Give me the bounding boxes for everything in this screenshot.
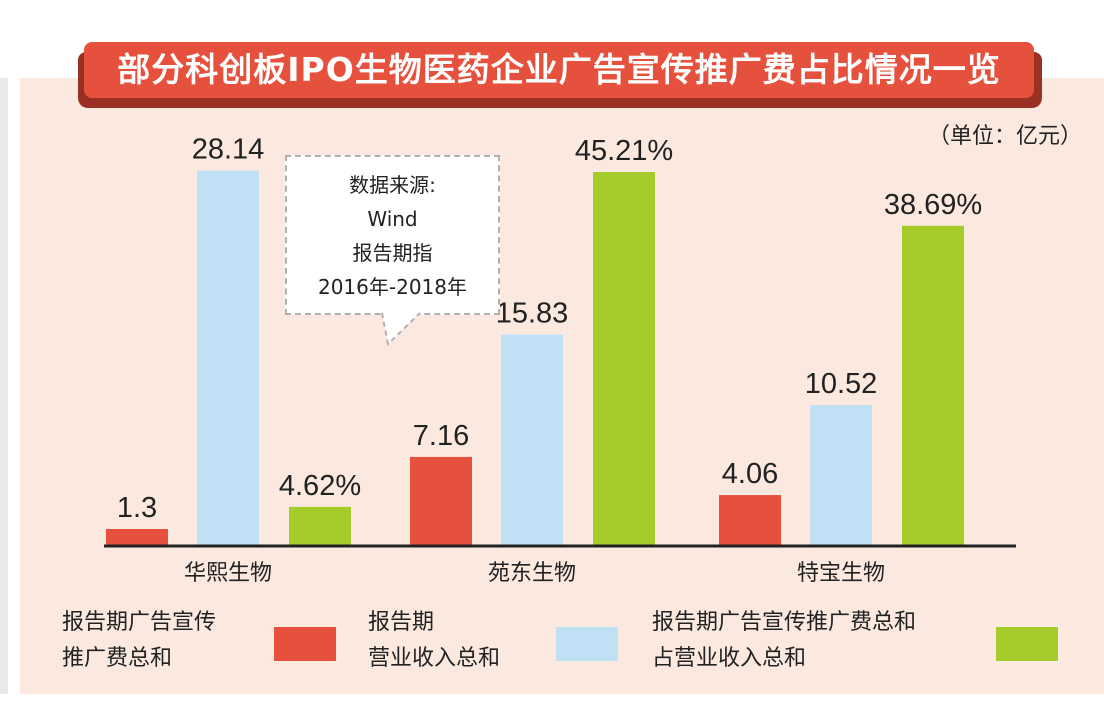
callout-tail xyxy=(381,312,421,347)
legend-swatch-blue xyxy=(556,627,618,661)
data-label: 4.62% xyxy=(279,470,361,502)
callout-line: Wind xyxy=(367,207,418,231)
bar-1-2 xyxy=(410,456,472,545)
bar-3-2 xyxy=(593,172,655,545)
bar-1-1 xyxy=(106,529,168,545)
bar-2-1 xyxy=(197,170,259,545)
callout-text: 数据来源: Wind 报告期指 2016年-2018年 xyxy=(285,168,500,304)
legend-line: 报告期广告宣传推广费总和 xyxy=(652,610,917,635)
title-banner xyxy=(84,42,1034,98)
unit-label: （单位：亿元） xyxy=(927,124,1082,149)
legend-swatch-red xyxy=(274,627,336,661)
legend-swatch-green xyxy=(996,627,1058,661)
legend-text-revenue: 报告期 营业收入总和 xyxy=(368,605,500,677)
data-label: 15.83 xyxy=(496,297,569,329)
category-label: 苑东生物 xyxy=(488,561,576,586)
left-edge-strip xyxy=(0,78,8,694)
callout-line: 2016年-2018年 xyxy=(317,275,467,299)
bar-1-3 xyxy=(719,495,781,545)
bars-group: 1.3 7.16 4.06 28.14 15.83 10.52 4.62% 45.21% 38.… xyxy=(106,134,982,545)
data-label: 45.21% xyxy=(575,135,673,167)
legend-line: 报告期广告宣传 xyxy=(62,610,217,635)
data-label: 28.14 xyxy=(192,134,265,166)
legend-text-ad-expense: 报告期广告宣传 推广费总和 xyxy=(62,605,216,677)
bar-3-1 xyxy=(289,506,351,545)
category-labels: 华熙生物 苑东生物 特宝生物 xyxy=(184,561,885,586)
data-label: 4.06 xyxy=(722,458,778,490)
data-label: 1.3 xyxy=(117,492,157,524)
bar-2-3 xyxy=(810,405,872,545)
category-label: 华熙生物 xyxy=(184,561,272,586)
data-label: 10.52 xyxy=(805,368,878,400)
data-label: 7.16 xyxy=(413,420,469,452)
callout-line: 数据来源: xyxy=(349,173,436,197)
category-label: 特宝生物 xyxy=(797,561,885,586)
legend-line: 推广费总和 xyxy=(62,646,173,671)
legend-line: 报告期 xyxy=(368,610,435,635)
bar-2-2 xyxy=(501,334,563,545)
callout-line: 报告期指 xyxy=(352,241,433,265)
data-label: 38.69% xyxy=(884,189,982,221)
legend-line: 营业收入总和 xyxy=(368,646,501,671)
bar-3-3 xyxy=(902,225,964,545)
legend-line: 占营业收入总和 xyxy=(652,646,807,671)
chart-title: 部分科创板IPO生物医药企业广告宣传推广费占比情况一览 xyxy=(117,50,1001,89)
legend-text-ratio: 报告期广告宣传推广费总和 占营业收入总和 xyxy=(652,605,916,677)
